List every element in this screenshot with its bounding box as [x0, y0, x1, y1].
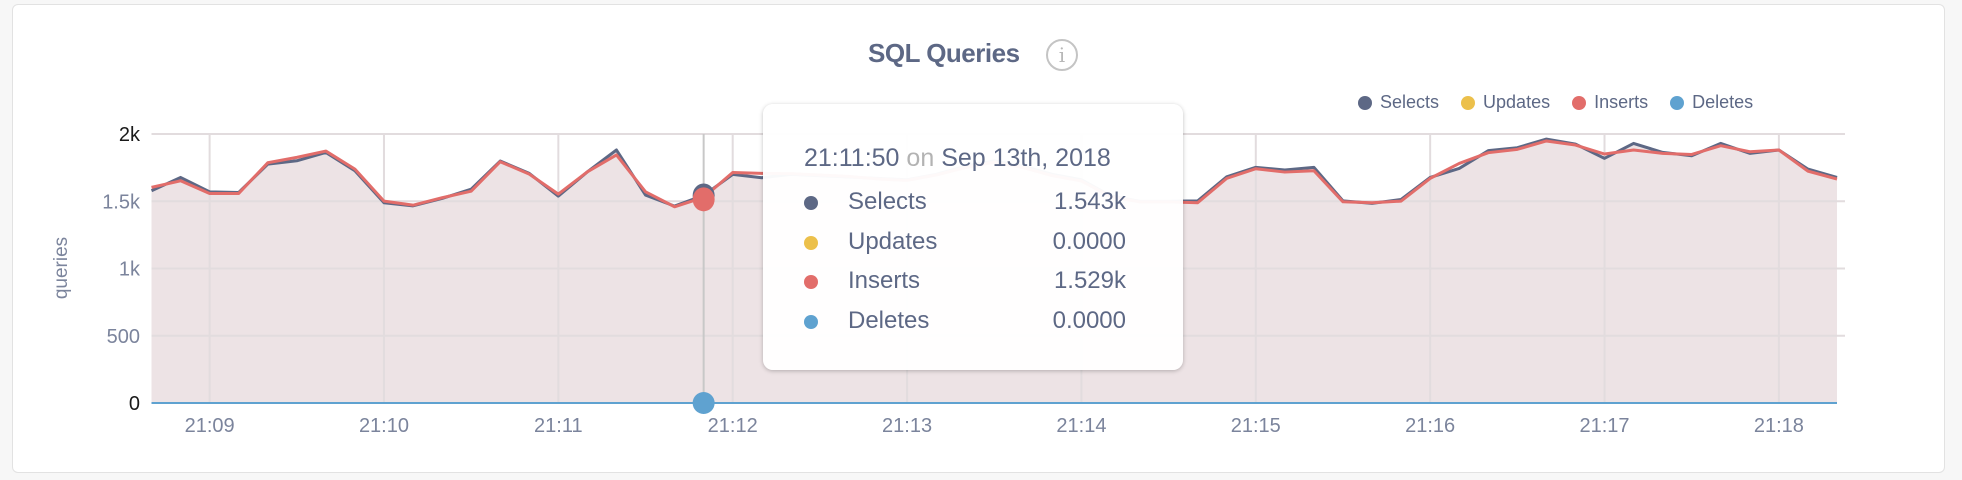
tooltip-header: 21:11:50 on Sep 13th, 2018 [804, 144, 1111, 173]
hover-marker-deletes [692, 392, 715, 414]
y-axis-label: queries [51, 237, 72, 299]
legend-item-deletes[interactable]: Deletes [1670, 92, 1753, 113]
x-tick-label: 21:15 [1231, 415, 1281, 437]
x-tick-label: 21:10 [359, 415, 409, 437]
x-tick-label: 21:17 [1579, 415, 1629, 437]
tooltip-label: Selects [848, 188, 927, 215]
tooltip-value: 1.543k [1053, 188, 1126, 215]
x-tick-label: 21:12 [708, 415, 758, 437]
tooltip-label: Deletes [848, 307, 930, 334]
selects-dot-icon [804, 196, 818, 210]
y-tick-label: 1.5k [102, 191, 141, 213]
inserts-dot-icon [804, 275, 818, 289]
legend-label: Inserts [1594, 92, 1649, 112]
deletes-dot-icon [804, 315, 818, 329]
legend-item-selects[interactable]: Selects [1358, 92, 1439, 113]
y-tick-label: 0 [129, 393, 140, 415]
legend-item-inserts[interactable]: Inserts [1572, 92, 1648, 113]
updates-dot-icon [804, 236, 818, 250]
selects-dot-icon [1358, 95, 1372, 110]
chart-title: SQL Queries [868, 38, 1020, 68]
tooltip-date: Sep 13th, 2018 [941, 144, 1111, 172]
tooltip-row-updates: Updates 0.0000 [804, 226, 1126, 260]
inserts-dot-icon [1572, 95, 1587, 110]
tooltip-row-inserts: Inserts 1.529k [804, 265, 1126, 299]
tooltip-row-selects: Selects 1.543k [804, 186, 1126, 220]
tooltip-row-deletes: Deletes 0.0000 [804, 305, 1126, 339]
tooltip-value: 0.0000 [1052, 228, 1126, 255]
tooltip-label: Inserts [848, 267, 921, 294]
y-tick-label: 1k [119, 259, 141, 281]
legend-item-updates[interactable]: Updates [1461, 92, 1550, 113]
legend: Selects Updates Inserts Deletes [1358, 92, 1775, 113]
x-tick-label: 21:11 [534, 415, 583, 437]
x-tick-label: 21:13 [882, 415, 932, 437]
info-icon[interactable]: i [1046, 39, 1078, 71]
tooltip-label: Updates [848, 228, 938, 255]
updates-dot-icon [1461, 95, 1476, 110]
x-tick-label: 21:16 [1405, 415, 1455, 437]
tooltip: 21:11:50 on Sep 13th, 2018 Selects 1.543k… [763, 104, 1183, 370]
tooltip-time: 21:11:50 [804, 144, 900, 172]
legend-label: Updates [1483, 92, 1551, 112]
x-tick-label: 21:09 [185, 415, 235, 437]
y-tick-label: 500 [107, 326, 140, 348]
tooltip-on: on [906, 144, 935, 172]
x-tick-label: 21:14 [1056, 415, 1106, 437]
y-tick-label: 2k [119, 124, 141, 146]
x-tick-label: 21:18 [1754, 415, 1804, 437]
tooltip-value: 0.0000 [1052, 307, 1126, 334]
hover-marker-inserts [692, 187, 715, 212]
legend-label: Deletes [1692, 92, 1754, 112]
legend-label: Selects [1380, 92, 1440, 112]
tooltip-value: 1.529k [1053, 267, 1126, 294]
deletes-dot-icon [1670, 95, 1685, 110]
